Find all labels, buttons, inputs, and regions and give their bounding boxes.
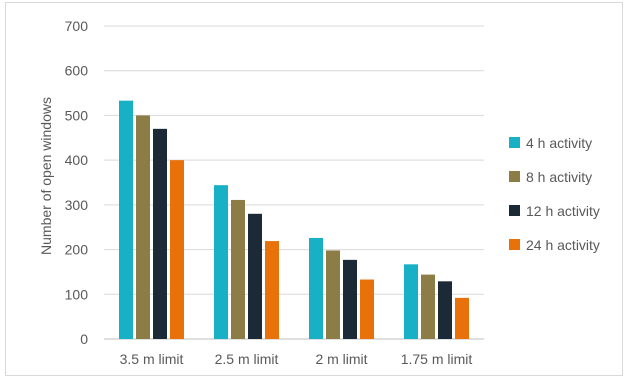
legend-label: 24 h activity bbox=[526, 237, 600, 253]
legend-swatch bbox=[509, 137, 520, 148]
bar bbox=[119, 100, 133, 340]
legend-label: 8 h activity bbox=[526, 169, 592, 185]
y-tick-labels: 0 100 200 300 400 500 600 700 bbox=[65, 18, 89, 347]
y-tick-label: 500 bbox=[65, 107, 89, 123]
y-tick-label: 0 bbox=[80, 331, 88, 347]
bar bbox=[343, 259, 357, 339]
bar bbox=[231, 199, 245, 339]
y-axis-label: Number of open windows bbox=[38, 97, 54, 255]
y-tick-label: 100 bbox=[65, 286, 89, 302]
bar bbox=[438, 281, 452, 339]
bar bbox=[455, 297, 469, 339]
bar bbox=[404, 264, 418, 339]
gridlines bbox=[104, 25, 484, 340]
bars bbox=[119, 100, 469, 340]
x-tick-label: 2 m limit bbox=[315, 351, 367, 367]
y-tick-label: 700 bbox=[65, 18, 89, 34]
bar bbox=[214, 185, 228, 339]
bar bbox=[136, 115, 150, 339]
bar bbox=[326, 250, 340, 339]
legend-swatch bbox=[509, 239, 520, 250]
bar bbox=[421, 274, 435, 339]
bar bbox=[309, 237, 323, 339]
bar bbox=[153, 128, 167, 339]
x-tick-label: 2.5 m limit bbox=[215, 351, 279, 367]
y-tick-label: 600 bbox=[65, 63, 89, 79]
legend-swatch bbox=[509, 171, 520, 182]
bar bbox=[360, 279, 374, 339]
legend-label: 12 h activity bbox=[526, 203, 600, 219]
legend: 4 h activity 8 h activity 12 h activity 24 … bbox=[509, 135, 600, 253]
x-tick-label: 1.75 m limit bbox=[401, 351, 473, 367]
bar bbox=[265, 241, 279, 339]
y-tick-label: 300 bbox=[65, 197, 89, 213]
bar bbox=[248, 213, 262, 339]
x-tick-labels: 3.5 m limit 2.5 m limit 2 m limit 1.75 m li… bbox=[120, 351, 473, 367]
legend-label: 4 h activity bbox=[526, 135, 592, 151]
y-tick-label: 400 bbox=[65, 152, 89, 168]
legend-swatch bbox=[509, 205, 520, 216]
y-tick-label: 200 bbox=[65, 242, 89, 258]
bar bbox=[170, 160, 184, 339]
x-tick-label: 3.5 m limit bbox=[120, 351, 184, 367]
